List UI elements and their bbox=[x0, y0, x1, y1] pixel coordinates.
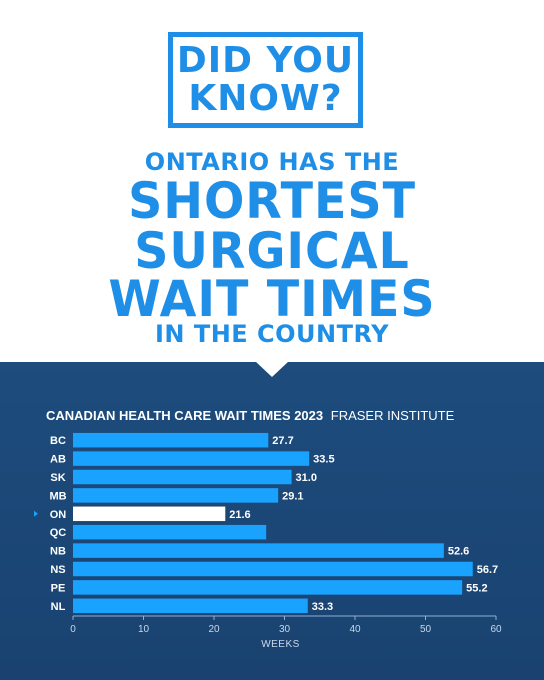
bar-pe bbox=[73, 580, 463, 595]
bar-nl bbox=[73, 598, 308, 614]
category-label-qc: QC bbox=[50, 527, 67, 539]
bar-sk bbox=[73, 469, 292, 485]
headline-line-2: SHORTEST bbox=[128, 172, 416, 230]
category-label-bc: BC bbox=[50, 435, 66, 447]
value-label-bc: 27.7 bbox=[272, 435, 293, 447]
did-you-know-badge: DID YOU KNOW? bbox=[168, 32, 363, 128]
x-axis-title: WEEKS bbox=[261, 639, 300, 650]
value-label-pe: 55.2 bbox=[466, 582, 487, 594]
value-label-nb: 52.6 bbox=[448, 546, 469, 558]
category-label-nl: NL bbox=[51, 601, 66, 613]
bar-on bbox=[73, 506, 226, 522]
badge-line-2: KNOW? bbox=[188, 78, 343, 119]
headline-line-3: SURGICAL bbox=[134, 222, 410, 280]
category-label-sk: SK bbox=[50, 472, 65, 484]
x-tick-label: 0 bbox=[70, 624, 76, 635]
x-tick-label: 40 bbox=[349, 624, 361, 635]
x-tick-label: 20 bbox=[208, 624, 220, 635]
bar-bc bbox=[73, 432, 269, 448]
bar-nb bbox=[73, 543, 444, 558]
bar-qc bbox=[73, 524, 267, 540]
category-label-mb: MB bbox=[49, 490, 66, 502]
category-label-pe: PE bbox=[51, 582, 66, 594]
headline-line-4: WAIT TIMES bbox=[108, 270, 436, 328]
headline-line-5: IN THE COUNTRY bbox=[154, 320, 390, 348]
category-label-nb: NB bbox=[50, 546, 66, 558]
panel-notch bbox=[255, 361, 289, 377]
category-label-ab: AB bbox=[50, 454, 66, 466]
highlight-marker bbox=[34, 510, 38, 517]
headline-panel: DID YOU KNOW? ONTARIO HAS THE SHORTEST S… bbox=[108, 32, 436, 348]
value-label-ab: 33.5 bbox=[313, 454, 334, 466]
headline-line-1: ONTARIO HAS THE bbox=[144, 148, 400, 176]
x-tick-label: 60 bbox=[490, 624, 502, 635]
x-tick-label: 30 bbox=[279, 624, 291, 635]
value-label-mb: 29.1 bbox=[282, 490, 303, 502]
bar-ns bbox=[73, 561, 473, 577]
value-label-sk: 31.0 bbox=[296, 472, 317, 484]
badge-line-1: DID YOU bbox=[176, 40, 355, 81]
chart-source: FRASER INSTITUTE bbox=[330, 408, 455, 423]
x-tick-label: 50 bbox=[420, 624, 432, 635]
chart-title: CANADIAN HEALTH CARE WAIT TIMES 2023 bbox=[46, 408, 324, 423]
value-label-nl: 33.3 bbox=[312, 601, 333, 613]
x-tick-label: 10 bbox=[138, 624, 150, 635]
category-label-on: ON bbox=[50, 509, 67, 521]
category-label-ns: NS bbox=[50, 564, 65, 576]
bar-mb bbox=[73, 488, 279, 503]
chart-title-row: CANADIAN HEALTH CARE WAIT TIMES 2023 FRA… bbox=[46, 408, 454, 423]
value-label-ns: 56.7 bbox=[477, 564, 498, 576]
bar-ab bbox=[73, 451, 310, 466]
value-label-on: 21.6 bbox=[229, 509, 250, 521]
